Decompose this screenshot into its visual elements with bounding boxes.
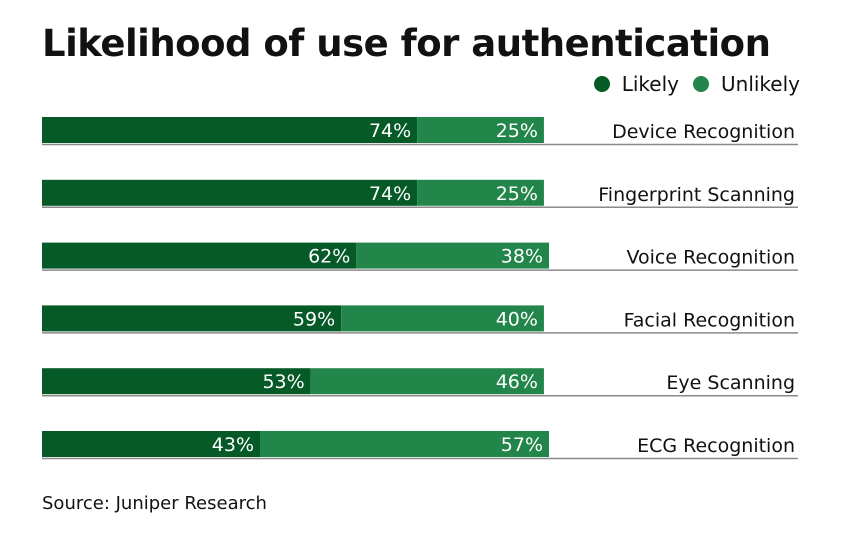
legend-label-unlikely: Unlikely [721,72,800,96]
bar-segment-unlikely [356,242,549,269]
bar-row: 62% 38% Voice Recognition [42,242,798,271]
data-label-unlikely: 46% [496,371,538,393]
legend-item-likely: Likely [593,72,679,96]
data-label-likely: 74% [369,183,411,205]
category-label: ECG Recognition [637,435,795,457]
data-label-unlikely: 25% [496,120,538,142]
legend-dot-likely-icon [593,76,610,92]
bar-row: 53% 46% Eye Scanning [42,368,798,397]
legend-dot-unlikely-icon [693,76,709,92]
legend-item-unlikely: Unlikely [693,72,800,96]
data-label-unlikely: 25% [496,183,538,205]
bar-row: 74% 25% Fingerprint Scanning [42,179,798,209]
bar-segment-unlikely [417,179,544,206]
bar-segment-likely [42,368,311,395]
data-label-likely: 74% [369,120,411,142]
chart-title: Likelihood of use for authentication [42,22,771,65]
bar-segment-unlikely [310,368,544,395]
bar-row: 43% 57% ECG Recognition [42,431,798,460]
data-label-likely: 59% [293,308,335,330]
data-label-unlikely: 38% [501,246,543,268]
category-label: Fingerprint Scanning [598,184,795,206]
data-label-likely: 53% [262,371,304,393]
bar-segment-likely [42,305,342,332]
bar-segment-likely [42,179,418,206]
legend-label-likely: Likely [621,72,679,96]
category-label: Device Recognition [612,121,795,143]
data-label-unlikely: 57% [501,434,543,456]
category-label: Facial Recognition [624,309,795,331]
bar-row: 59% 40% Facial Recognition [42,305,798,334]
data-label-likely: 62% [308,246,350,268]
data-label-likely: 43% [212,434,254,456]
bar-segment-likely [42,117,418,143]
bar-row: 74% 25% Device Recognition [42,117,798,146]
category-label: Eye Scanning [666,372,795,394]
category-label: Voice Recognition [627,247,796,269]
source-note: Source: Juniper Research [42,493,267,514]
legend: Likely Unlikely [580,72,800,96]
data-label-unlikely: 40% [496,308,538,330]
bar-segment-unlikely [417,117,544,143]
bar-segment-unlikely [260,431,549,457]
bar-segment-likely [42,431,261,457]
bar-segment-likely [42,242,357,269]
bar-segment-unlikely [341,305,544,332]
